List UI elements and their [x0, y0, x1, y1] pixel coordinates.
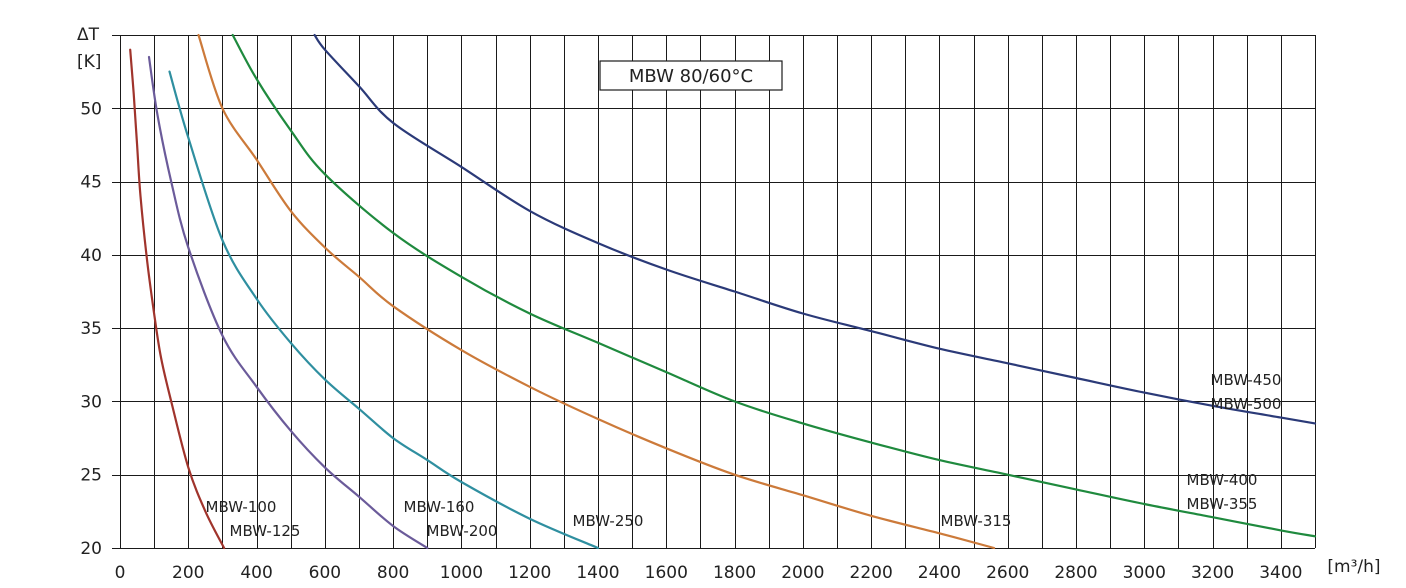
x-tick-label-2000: 2000: [781, 563, 824, 583]
x-tick-label-1800: 1800: [713, 563, 756, 583]
curve-label-mbw-250: MBW-250: [573, 512, 644, 530]
x-tick-label-3200: 3200: [1191, 563, 1234, 583]
y-tick-label-50: 50: [80, 99, 102, 119]
curves: [129, 33, 1317, 550]
curve-label-mbw-355: MBW-355: [1187, 495, 1258, 513]
curve-label-mbw-450: MBW-450: [1211, 371, 1282, 389]
chart-title-box: [599, 60, 783, 91]
x-tick-label-400: 400: [240, 563, 272, 583]
series-curve-5: [313, 33, 1317, 425]
chart-title: MBW 80/60°C: [629, 66, 753, 87]
curve-label-mbw-160: MBW-160: [404, 498, 475, 516]
x-tick-label-2600: 2600: [986, 563, 1029, 583]
x-tick-label-2800: 2800: [1054, 563, 1097, 583]
y-tick-label-35: 35: [80, 319, 102, 339]
x-axis-title: [m³/h]: [1327, 557, 1380, 577]
series-curve-1: [147, 55, 429, 550]
series-curve-3: [197, 33, 996, 550]
x-tick-label-2400: 2400: [918, 563, 961, 583]
curve-labels: MBW-100 MBW-125 MBW-160 MBW-200 MBW-250 MBW-3…: [206, 371, 1282, 540]
y-tick-label-40: 40: [80, 246, 102, 266]
curve-label-mbw-500: MBW-500: [1211, 395, 1282, 413]
x-tick-label-1000: 1000: [440, 563, 483, 583]
x-tick-label-800: 800: [377, 563, 409, 583]
x-tick-label-2200: 2200: [850, 563, 893, 583]
curve-label-mbw-200: MBW-200: [427, 522, 498, 540]
curve-label-mbw-100: MBW-100: [206, 498, 277, 516]
x-tick-label-1200: 1200: [508, 563, 551, 583]
y-tick-label-25: 25: [80, 466, 102, 486]
x-tick-label-200: 200: [172, 563, 204, 583]
x-tick-label-0: 0: [115, 563, 126, 583]
x-tick-label-600: 600: [309, 563, 341, 583]
curve-label-mbw-400: MBW-400: [1187, 471, 1258, 489]
y-tick-label-20: 20: [80, 539, 102, 559]
series-curve-2: [168, 70, 600, 550]
curve-label-mbw-315: MBW-315: [941, 512, 1012, 530]
x-tick-label-3400: 3400: [1259, 563, 1302, 583]
curve-label-mbw-125: MBW-125: [230, 522, 301, 540]
series-curve-0: [129, 48, 226, 550]
y-tick-label-45: 45: [80, 173, 102, 193]
y-tick-label-30: 30: [80, 392, 102, 412]
x-tick-label-3000: 3000: [1123, 563, 1166, 583]
y-axis-title-line1: ΔT: [77, 25, 100, 45]
tick-labels: 0 200 400 600 800 1000 1200 1400 1600 1800 2000 220…: [80, 99, 1302, 583]
x-tick-label-1400: 1400: [576, 563, 619, 583]
y-axis-title-line2: [K]: [77, 52, 101, 72]
grid: [112, 35, 1316, 549]
x-tick-label-1600: 1600: [645, 563, 688, 583]
series-curve-4: [231, 33, 1317, 538]
